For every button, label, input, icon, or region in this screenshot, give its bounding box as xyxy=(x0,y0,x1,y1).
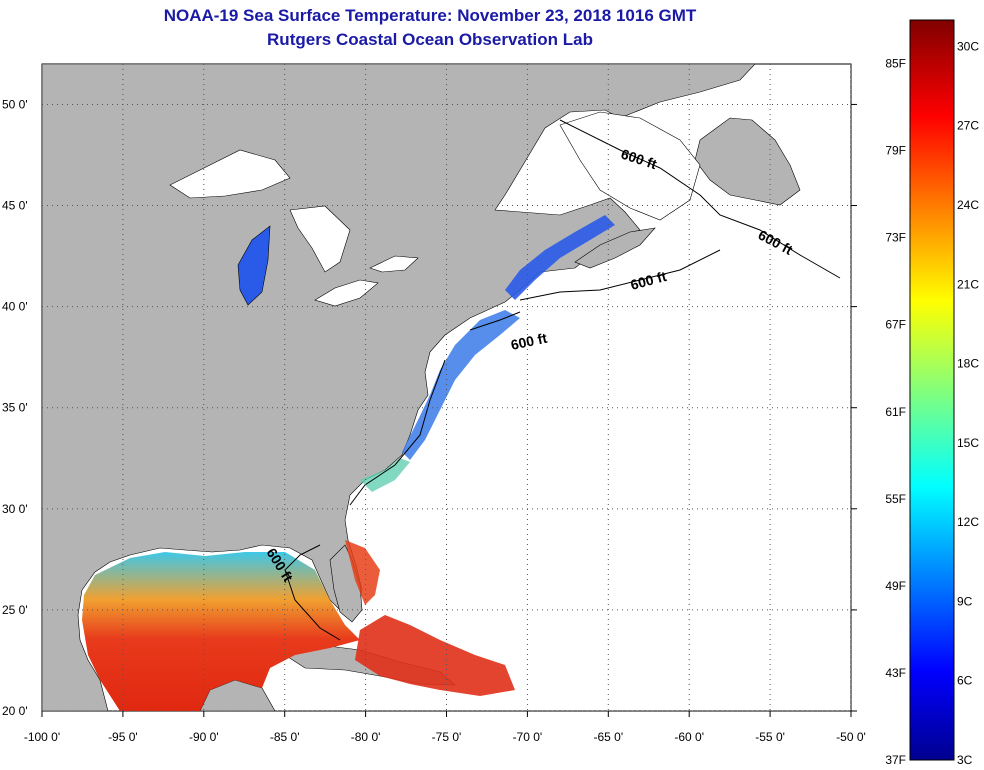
lon-tick-label: -85 0' xyxy=(270,730,300,744)
axis-labels: -100 0' -95 0' -90 0' -85 0' -80 0' -75 0' -70… xyxy=(2,97,866,744)
lake-erie xyxy=(314,279,379,307)
map-subtitle: Rutgers Coastal Ocean Observation Lab xyxy=(267,30,593,49)
colorbar-celsius-label: 3C xyxy=(957,753,973,767)
caribbean-sst xyxy=(355,615,515,696)
colorbar-fahrenheit-label: 73F xyxy=(885,231,906,245)
gulf-st-lawrence xyxy=(559,111,701,221)
colorbar-celsius-label: 18C xyxy=(957,357,979,371)
lat-tick-label: 50 0' xyxy=(2,97,28,111)
colorbar-fahrenheit-label: 49F xyxy=(885,579,906,593)
lon-tick-label: -70 0' xyxy=(513,730,543,744)
map-title: NOAA-19 Sea Surface Temperature: Novembe… xyxy=(163,6,697,25)
mid-atlantic-cold-water xyxy=(402,310,520,460)
colorbar-fahrenheit-label: 61F xyxy=(885,405,906,419)
lon-tick-label: -65 0' xyxy=(593,730,623,744)
lon-tick-label: -95 0' xyxy=(108,730,138,744)
colorbar-fahrenheit-label: 79F xyxy=(885,144,906,158)
lon-tick-label: -60 0' xyxy=(674,730,704,744)
colorbar-fahrenheit-label: 37F xyxy=(885,753,906,767)
lake-ontario xyxy=(369,255,419,273)
colorbar-celsius-label: 9C xyxy=(957,594,973,608)
colorbar-celsius-label: 15C xyxy=(957,436,979,450)
coastal-cold-water xyxy=(505,215,615,300)
colorbar-celsius-label: 12C xyxy=(957,515,979,529)
colorbar-fahrenheit-label: 85F xyxy=(885,57,906,71)
lat-tick-label: 35 0' xyxy=(2,401,28,415)
lat-tick-label: 40 0' xyxy=(2,300,28,314)
land-north-america xyxy=(42,64,756,711)
land-newfoundland xyxy=(694,117,801,206)
lat-tick-label: 20 0' xyxy=(2,704,28,718)
contour-600ft xyxy=(284,119,841,641)
colorbar-celsius-label: 24C xyxy=(957,198,979,212)
lat-tick-label: 25 0' xyxy=(2,603,28,617)
lake-huron xyxy=(289,205,351,273)
colorbar-fahrenheit-label: 43F xyxy=(885,666,906,680)
east-florida-sst xyxy=(345,540,380,605)
se-coast-warm-water xyxy=(360,458,410,492)
lon-tick-label: -100 0' xyxy=(24,730,60,744)
gulf-of-mexico-sst xyxy=(82,552,360,711)
colorbar-celsius-label: 6C xyxy=(957,674,973,688)
colorbar-fahrenheit-label: 55F xyxy=(885,492,906,506)
lake-superior xyxy=(169,149,291,199)
colorbar xyxy=(909,19,955,761)
lat-tick-label: 30 0' xyxy=(2,502,28,516)
colorbar-celsius-label: 27C xyxy=(957,119,979,133)
colorbar-fahrenheit-label: 67F xyxy=(885,318,906,332)
land-nova-scotia xyxy=(574,227,656,269)
lon-tick-label: -80 0' xyxy=(351,730,381,744)
colorbar-labels: 30C 27C 24C 21C 18C 15C 12C 9C 6C 3C 85F 79F 73F 67F 6… xyxy=(885,39,979,767)
lon-tick-label: -75 0' xyxy=(432,730,462,744)
colorbar-celsius-label: 30C xyxy=(957,39,979,53)
lat-tick-label: 45 0' xyxy=(2,199,28,213)
lon-tick-label: -90 0' xyxy=(189,730,219,744)
colorbar-celsius-label: 21C xyxy=(957,277,979,291)
contour-label-4: 600 ft xyxy=(509,330,548,353)
lake-michigan xyxy=(237,225,271,306)
lon-tick-label: -55 0' xyxy=(755,730,785,744)
lon-tick-label: -50 0' xyxy=(836,730,866,744)
